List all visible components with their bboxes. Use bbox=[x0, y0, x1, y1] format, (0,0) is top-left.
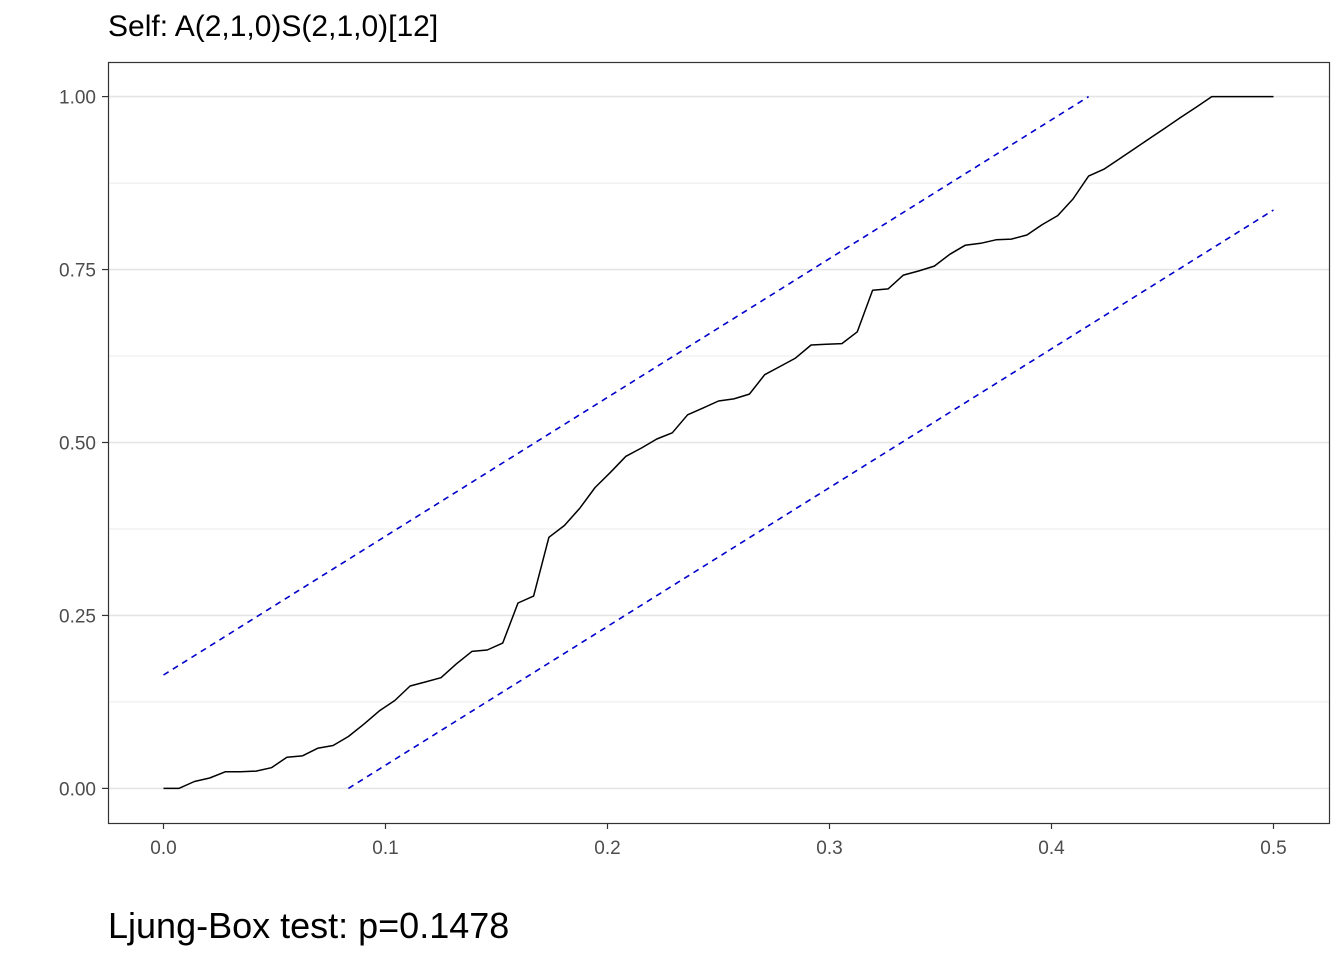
plot-panel-border bbox=[107, 61, 1331, 825]
confidence-bound-line bbox=[163, 95, 1090, 676]
cumulative-periodogram-line bbox=[163, 95, 1274, 790]
y-tick-label: 0.00 bbox=[59, 779, 96, 800]
x-tick-label: 0.2 bbox=[594, 838, 620, 859]
y-tick-label: 0.50 bbox=[59, 434, 96, 455]
chart-title: Self: A(2,1,0)S(2,1,0)[12] bbox=[108, 10, 439, 43]
x-tick-label: 0.1 bbox=[372, 838, 398, 859]
ljung-box-caption: Ljung-Box test: p=0.1478 bbox=[108, 905, 510, 946]
x-tick-label: 0.0 bbox=[150, 838, 176, 859]
axis-layer: 0.00 0.25 0.50 0.75 1.00 0.0 0.1 0.2 0.3 0.4 0.5 bbox=[59, 88, 1287, 859]
series-layer bbox=[163, 95, 1274, 790]
y-tick-label: 1.00 bbox=[59, 88, 96, 109]
y-tick-label: 0.75 bbox=[59, 261, 96, 282]
x-tick-label: 0.4 bbox=[1038, 838, 1065, 859]
confidence-bound-line bbox=[347, 209, 1274, 790]
y-tick-label: 0.25 bbox=[59, 606, 96, 627]
x-tick-label: 0.5 bbox=[1260, 838, 1286, 859]
grid-layer bbox=[108, 95, 1329, 790]
x-tick-label: 0.3 bbox=[816, 838, 842, 859]
